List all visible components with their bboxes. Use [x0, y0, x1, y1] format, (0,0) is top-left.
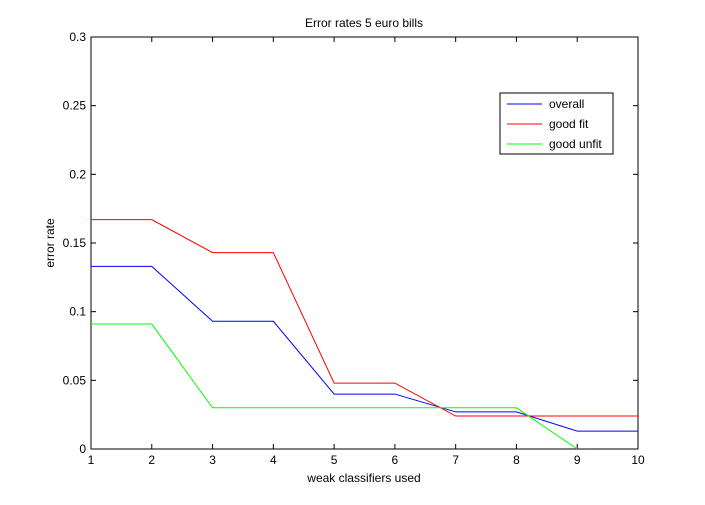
y-tick-label: 0 [79, 442, 86, 456]
y-tick-label: 0.3 [69, 30, 86, 44]
x-tick-label: 3 [209, 453, 216, 467]
x-tick-label: 6 [392, 453, 399, 467]
legend-label: good fit [549, 117, 589, 131]
y-axis-label: error rate [43, 218, 57, 268]
x-tick-label: 1 [88, 453, 95, 467]
x-tick-label: 2 [148, 453, 155, 467]
series-lines [91, 219, 638, 450]
x-tick-label: 5 [331, 453, 338, 467]
y-tick-label: 0.25 [63, 99, 87, 113]
legend-label: overall [549, 97, 584, 111]
y-tick-label: 0.1 [69, 305, 86, 319]
y-tick-label: 0.05 [63, 373, 87, 387]
series-line-good-fit [91, 219, 638, 417]
x-tick-label: 9 [574, 453, 581, 467]
series-line-good-unfit [91, 323, 578, 450]
tick-labels: 1 2 3 4 5 6 7 8 9 10 0 0.05 0.1 0.15 0.2 0.25 0.3 [63, 30, 645, 467]
x-tick-label: 7 [452, 453, 459, 467]
x-tick-label: 10 [631, 453, 645, 467]
y-tick-label: 0.2 [69, 167, 86, 181]
x-tick-label: 8 [513, 453, 520, 467]
x-axis-label: weak classifiers used [306, 471, 420, 485]
axis-ticks [90, 36, 639, 450]
y-tick-label: 0.15 [63, 236, 87, 250]
x-tick-label: 4 [270, 453, 277, 467]
series-line-overall [91, 265, 638, 432]
chart-title: Error rates 5 euro bills [305, 16, 423, 30]
legend: overall good fit good unfit [499, 92, 614, 155]
legend-label: good unfit [549, 137, 602, 151]
